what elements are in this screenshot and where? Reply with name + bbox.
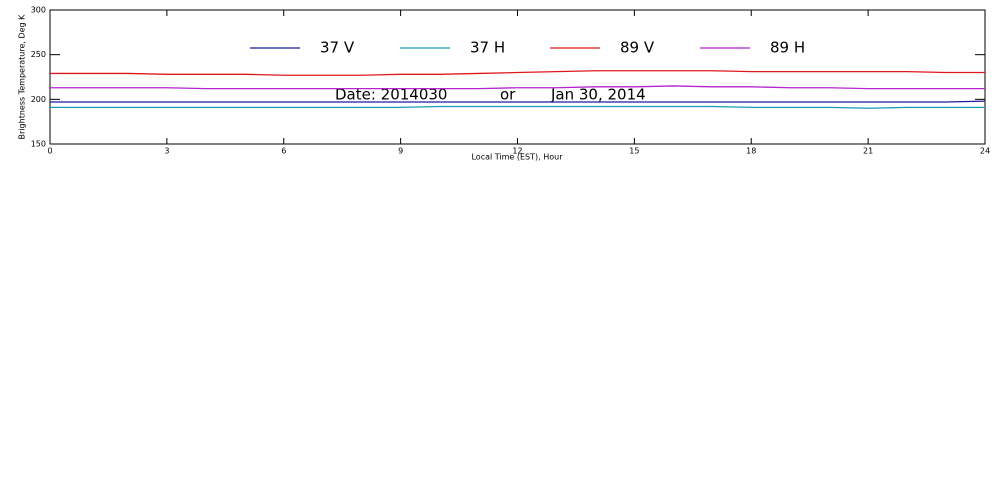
- legend-label: 37 V: [320, 39, 355, 57]
- y-tick-label: 200: [31, 95, 46, 104]
- data-line: [50, 105, 985, 109]
- data-line: [50, 70, 985, 76]
- x-tick-label: 0: [47, 147, 52, 156]
- legend-label: 37 H: [470, 39, 505, 57]
- legend-label: 89 H: [770, 39, 805, 57]
- data-line: [50, 100, 986, 103]
- x-tick-label: 12: [512, 147, 522, 156]
- y-tick-label: 300: [31, 6, 46, 15]
- x-tick-label: 18: [746, 147, 756, 156]
- annotation: Jan 30, 2014: [550, 86, 646, 104]
- data-line: [50, 85, 985, 90]
- annotation: or: [500, 86, 516, 104]
- x-tick-label: 24: [980, 147, 990, 156]
- y-axis-label: Brightness Temperature, Deg K: [18, 14, 27, 140]
- x-tick-label: 21: [863, 147, 873, 156]
- x-tick-label: 9: [398, 147, 403, 156]
- y-tick-label: 250: [31, 50, 46, 59]
- y-tick-label: 150: [31, 140, 46, 149]
- x-tick-label: 15: [629, 147, 639, 156]
- x-axis-label: Local Time (EST), Hour: [471, 153, 563, 162]
- annotation: Date: 2014030: [335, 86, 447, 104]
- legend-label: 89 V: [620, 39, 655, 57]
- x-tick-label: 3: [164, 147, 169, 156]
- x-tick-label: 6: [281, 147, 286, 156]
